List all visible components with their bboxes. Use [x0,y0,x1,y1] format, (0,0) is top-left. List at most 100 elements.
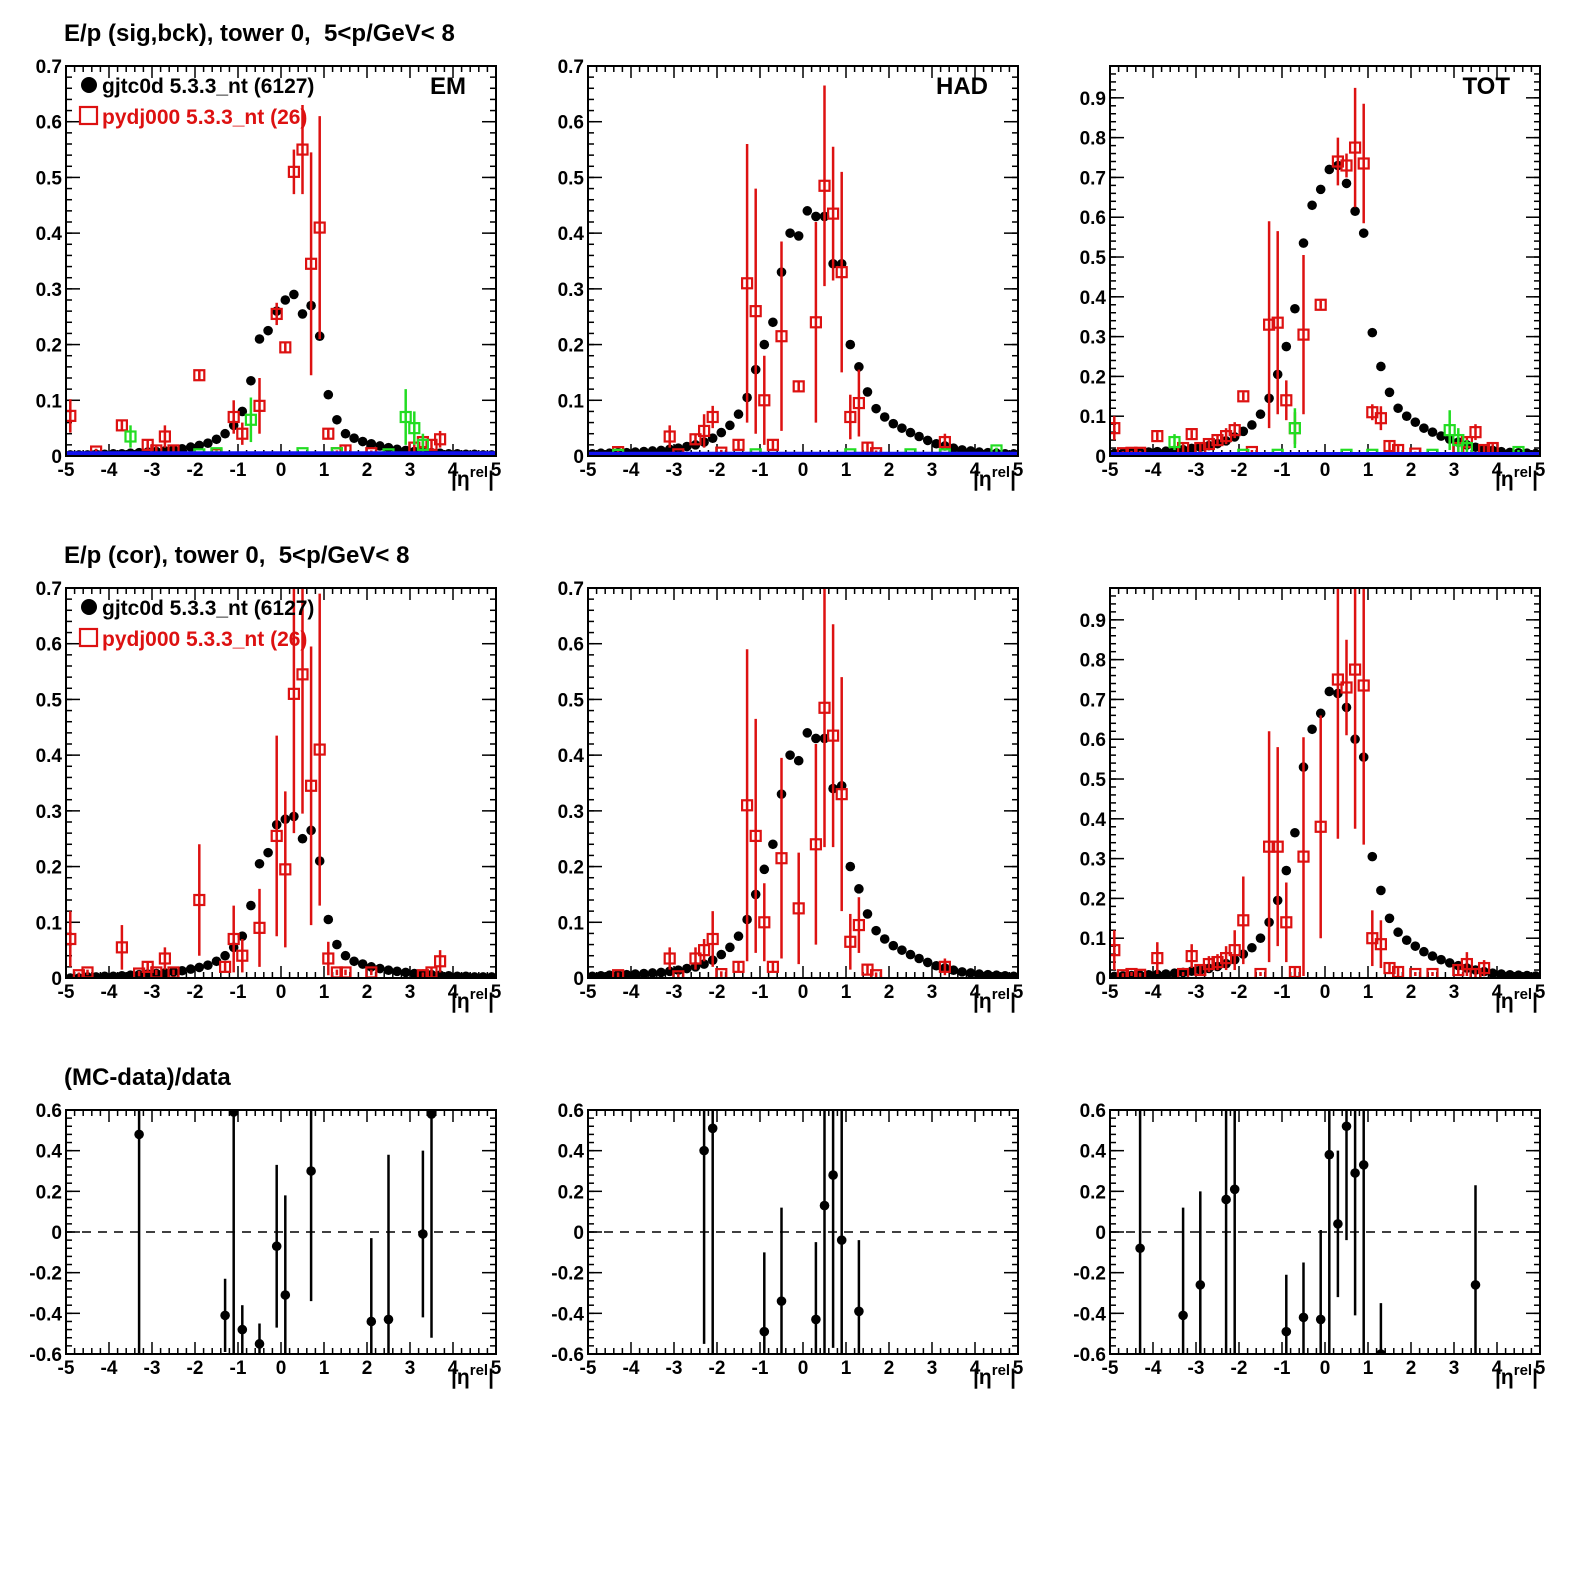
data-point [228,1110,239,1117]
data-point [768,839,778,850]
x-axis-label: |ηrel| [451,1362,494,1389]
y-tick-label: 0.5 [36,168,63,189]
x-axis-label: |ηrel| [1495,986,1538,1013]
plot-area [66,588,496,978]
mc-point [253,921,266,934]
mc-point [1262,318,1276,331]
mc-point [158,430,171,443]
data-point [263,325,273,336]
mc-point [1357,157,1370,170]
y-tick-label: 0 [573,969,584,990]
data-point [349,956,359,967]
data-point [1000,970,1010,978]
x-tick-label: -2 [1231,460,1248,481]
mc-point [219,960,232,973]
data-point [366,438,377,449]
x-tick-label: -5 [58,982,75,1003]
y-tick-label: 0.2 [1080,1182,1106,1203]
x-tick-label: -1 [752,460,769,481]
panel-1-3: -5 -4 -3 -2 -1 0 1 2 3 4 5|ηrel| 0 0.1 0.2 0.3 0.4 0.5 0.… [1080,65,1546,491]
data-point [349,433,359,443]
mc-point [844,935,857,948]
data-point [1247,420,1257,430]
mc-point [133,967,146,978]
x-tick-label: 1 [319,1358,330,1379]
y-tick-label: 0 [1095,969,1106,990]
data-point [664,966,675,977]
x-tick-label: 2 [884,1358,895,1379]
mc-point [775,330,788,343]
data-point [785,228,795,238]
y-tick-label: 0.4 [558,746,585,767]
mc-point [697,424,711,438]
data-point [383,442,394,453]
y-tick-label: 0.7 [558,579,584,600]
y-tick-label: 0.4 [558,224,585,245]
data-point [306,1166,316,1176]
data-point [289,289,299,300]
x-tick-label: -5 [580,1358,597,1379]
mc-point [227,410,240,424]
data-point [630,969,641,978]
mc-point [663,430,676,443]
y-tick-label: 0.1 [1080,407,1107,428]
x-tick-label: -3 [666,1358,683,1379]
data-point [768,317,778,328]
mc-point [227,932,240,946]
data-point [263,847,273,858]
y-tick-label: 0 [51,447,62,468]
x-tick-label: 0 [798,1358,809,1379]
y-tick-label: -0.2 [551,1264,584,1285]
plot-area [66,105,496,456]
data-point [1298,1312,1309,1323]
plot-frame [65,587,497,979]
data-point [443,970,454,978]
data-point [400,967,411,978]
data-point [1427,427,1438,437]
data-point [1376,885,1386,896]
data-point [1281,865,1292,876]
x-tick-label: -1 [1274,1358,1291,1379]
x-tick-label: 0 [798,460,809,481]
mc-point [1262,840,1276,853]
data-point [1008,971,1018,978]
mc-point [1228,424,1241,437]
y-tick-label: 0.3 [36,280,62,301]
mc-point [1185,950,1198,963]
data-point [647,968,658,978]
data-point [1195,1280,1206,1290]
mc-point [1133,968,1147,978]
data-point [1410,417,1421,427]
mc-point [706,410,719,424]
x-tick-label: 1 [319,982,330,1003]
y-tick-label: 0.2 [1080,889,1106,910]
x-tick-label: 3 [405,460,416,481]
data-point [716,949,727,960]
data-point [271,1241,282,1252]
data-point [220,428,230,439]
plot-area [1110,87,1540,456]
y-tick-label: 0.4 [1080,288,1107,309]
y-tick-label: 0.6 [1080,730,1106,751]
x-axis-label: |ηrel| [451,986,494,1013]
data-point [1436,954,1446,965]
panel-2-2: -5 -4 -3 -2 -1 0 1 2 3 4 5|ηrel| 0 0.1 0.2 0.3 0.4 0.5 0.… [558,579,1024,1013]
mc-point [434,955,447,968]
mc-point [740,799,754,812]
data-point [802,206,813,216]
y-tick-label: 0.7 [1080,168,1106,189]
data-point [1350,1168,1360,1178]
plot-frame [1109,65,1541,457]
data-point [418,1229,428,1239]
data-point [280,1290,291,1300]
data-point [1247,942,1257,953]
data-point [888,940,899,951]
row-title-top: E/p (sig,bck), tower 0, 5<p/GeV< 8 [64,20,455,47]
data-point [974,969,985,978]
y-tick-label: 0.6 [558,635,584,656]
data-point [948,443,959,454]
panel-label: HAD [936,73,988,100]
data-point [1238,426,1249,437]
data-point [682,963,692,974]
data-point [366,1316,377,1327]
